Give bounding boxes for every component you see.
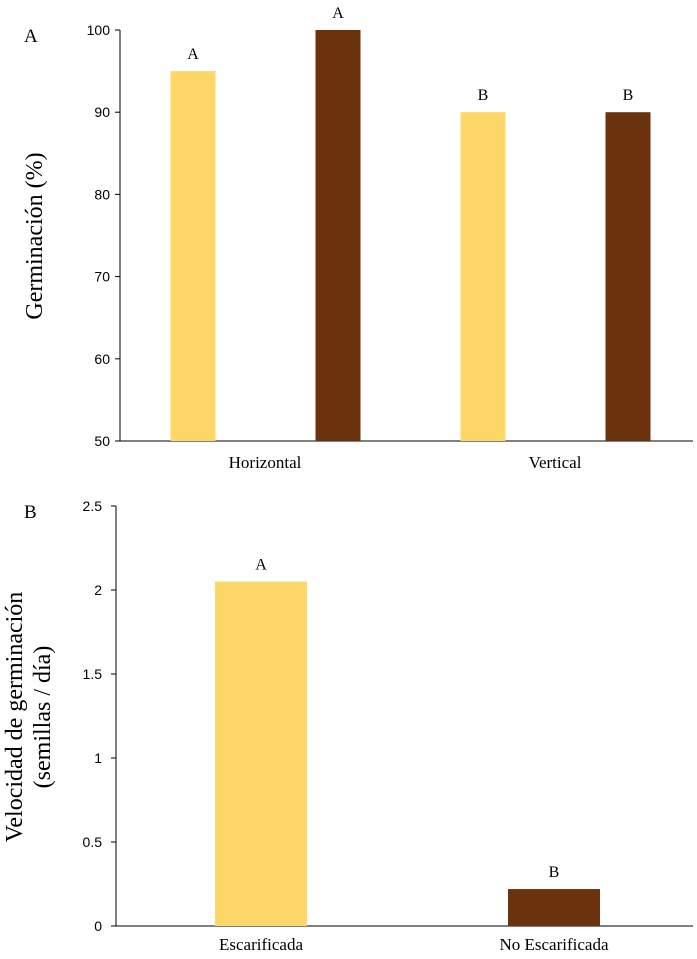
panel-b-x-tick-label: No Escarificada	[499, 935, 608, 954]
panel-b-chart: B Velocidad de germinación (semillas / d…	[2, 498, 693, 954]
panel-a-y-tick-label: 70	[94, 269, 110, 285]
panel-a-y-tick-label: 80	[94, 186, 110, 202]
panel-a-bar-letter: B	[623, 87, 634, 104]
panel-a-chart: A Germinación (%) 50 60 70 80 90 100 A A Horizon…	[22, 5, 693, 472]
panel-b-label: B	[24, 502, 37, 523]
panel-b-y-axis-label-line1: Velocidad de germinación	[2, 592, 28, 843]
panel-b-y-tick-label: 1.5	[83, 666, 103, 682]
panel-b-y-tick-label: 2.5	[83, 498, 103, 514]
panel-a-bar-dark-horizontal	[315, 30, 361, 441]
panel-a-x-tick-label: Vertical	[529, 453, 582, 472]
panel-b-bar-no-escarificada	[508, 889, 600, 926]
panel-b-y-tick-label: 1	[94, 750, 102, 766]
panel-a-bar-light-vertical	[460, 112, 506, 441]
panel-b-x-tick-label: Escarificada	[219, 935, 303, 954]
panel-a-x-tick-label: Horizontal	[229, 453, 302, 472]
panel-a-bar-dark-vertical	[605, 112, 651, 441]
panel-a-marks: 50 60 70 80 90 100 A A Horizontal B B Vertical	[87, 5, 651, 472]
panel-b-y-axis-label-line2: (semillas / día)	[30, 646, 56, 789]
panel-a-bar-light-horizontal	[170, 71, 216, 441]
panel-a-y-axis-label: Germinación (%)	[22, 152, 48, 319]
panel-a-y-tick-label: 50	[94, 433, 110, 449]
panel-a-y-tick-label: 60	[94, 351, 110, 367]
panel-a-y-tick-label: 90	[94, 104, 110, 120]
panel-b-y-tick-label: 2	[94, 582, 102, 598]
panel-b-bar-escarificada	[215, 581, 307, 926]
panel-b-marks: 0 0.5 1 1.5 2 2.5 A Escarificada B No Escarificad…	[83, 498, 609, 954]
panel-b-bar-letter: A	[255, 557, 267, 574]
panel-a-bar-letter: B	[478, 87, 489, 104]
panel-b-bar-letter: B	[549, 864, 560, 881]
panel-a-bar-letter: A	[187, 46, 199, 63]
panel-b-y-tick-label: 0	[94, 918, 102, 934]
panel-b-y-tick-label: 0.5	[83, 834, 103, 850]
panel-a-label: A	[24, 26, 38, 47]
panel-a-y-tick-label: 100	[87, 22, 111, 38]
panel-a-bar-letter: A	[332, 5, 344, 22]
